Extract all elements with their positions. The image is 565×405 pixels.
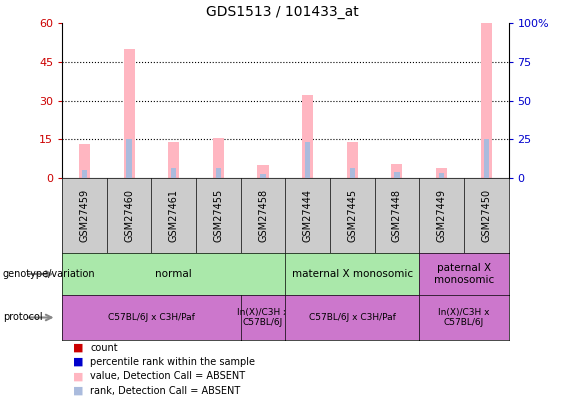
Bar [82,170,87,178]
Bar [213,138,224,178]
Text: GSM27445: GSM27445 [347,189,357,242]
Bar [392,164,402,178]
Bar [216,168,221,178]
Text: GSM27444: GSM27444 [303,189,312,242]
Text: protocol: protocol [3,313,42,322]
Bar [79,145,90,178]
Text: paternal X
monosomic: paternal X monosomic [434,263,494,285]
Bar [481,23,492,178]
Bar [260,174,266,178]
Text: genotype/variation: genotype/variation [3,269,95,279]
Text: GSM27460: GSM27460 [124,189,134,242]
Text: GSM27449: GSM27449 [437,189,446,242]
Bar [124,49,134,178]
Text: ln(X)/C3H x
C57BL/6J: ln(X)/C3H x C57BL/6J [438,308,490,327]
Text: ln(X)/C3H x
C57BL/6J: ln(X)/C3H x C57BL/6J [237,308,289,327]
Bar [439,173,444,178]
Bar [171,168,176,178]
Text: value, Detection Call = ABSENT: value, Detection Call = ABSENT [90,371,246,382]
Text: C57BL/6J x C3H/Paf: C57BL/6J x C3H/Paf [309,313,395,322]
Text: ■: ■ [73,357,84,367]
Text: GSM27458: GSM27458 [258,189,268,242]
Text: normal: normal [155,269,192,279]
Text: GSM27461: GSM27461 [169,189,179,242]
Text: ■: ■ [73,386,84,396]
Text: ■: ■ [73,343,84,353]
Bar [394,172,399,178]
Text: GSM27450: GSM27450 [481,189,491,242]
Text: maternal X monosomic: maternal X monosomic [292,269,413,279]
Text: count: count [90,343,118,353]
Bar [484,139,489,178]
Text: GSM27448: GSM27448 [392,189,402,242]
Text: C57BL/6J x C3H/Paf: C57BL/6J x C3H/Paf [108,313,195,322]
Text: GSM27459: GSM27459 [80,189,89,242]
Bar [347,142,358,178]
Text: rank, Detection Call = ABSENT: rank, Detection Call = ABSENT [90,386,241,396]
Text: GDS1513 / 101433_at: GDS1513 / 101433_at [206,5,359,19]
Bar [127,139,132,178]
Text: percentile rank within the sample: percentile rank within the sample [90,357,255,367]
Text: ■: ■ [73,371,84,382]
Bar [436,168,447,178]
Bar [305,142,310,178]
Bar [350,168,355,178]
Bar [302,95,313,178]
Text: GSM27455: GSM27455 [214,189,223,242]
Bar [258,165,268,178]
Bar [168,142,179,178]
